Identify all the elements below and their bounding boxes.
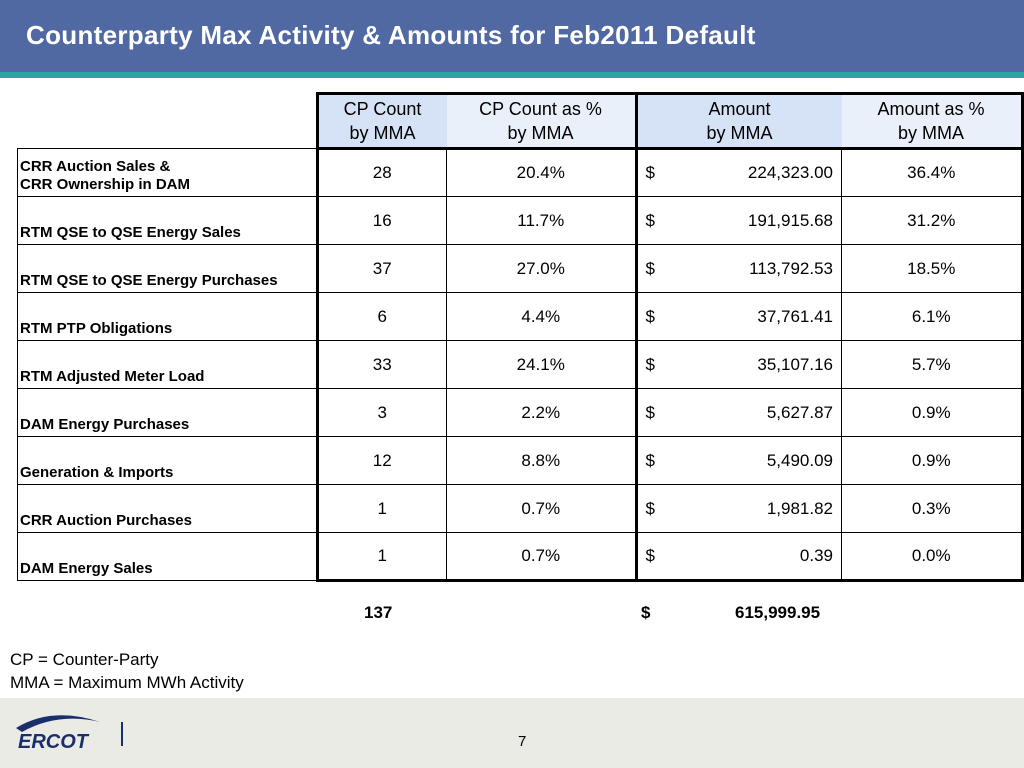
title-accent-stripe (0, 72, 1024, 78)
row-label: RTM Adjusted Meter Load (17, 340, 317, 389)
total-amount: 615,999.95 (735, 603, 821, 622)
row-label: Generation & Imports (17, 436, 317, 485)
row-currency: $ (645, 163, 655, 182)
row-amount-pct: 6.1% (841, 292, 1024, 341)
row-cp-count: 12 (315, 436, 447, 485)
header-blank-cell (18, 94, 318, 149)
row-currency: $ (645, 402, 655, 422)
title-bar: Counterparty Max Activity & Amounts for … (0, 0, 1024, 72)
row-amount: $5,490.09 (634, 436, 842, 485)
row-currency: $ (645, 450, 655, 470)
row-label: RTM QSE to QSE Energy Sales (17, 196, 317, 245)
row-cp-count-pct: 0.7% (446, 532, 638, 582)
ercot-logo: ERCOT (16, 715, 100, 753)
row-amount-pct: 31.2% (841, 196, 1024, 245)
total-count: 137 (364, 603, 393, 622)
row-currency: $ (645, 546, 655, 565)
row-amount: $0.39 (634, 532, 842, 582)
row-currency: $ (645, 498, 655, 518)
table-row: RTM QSE to QSE Energy Purchases 37 27.0% $1… (17, 244, 1024, 293)
row-label: RTM QSE to QSE Energy Purchases (17, 244, 317, 293)
footnotes: CP = Counter-Party MMA = Maximum MWh Act… (10, 648, 244, 694)
row-cp-count: 33 (315, 340, 447, 389)
row-currency: $ (645, 258, 655, 278)
row-amount-value: 1,981.82 (766, 498, 833, 518)
table-row: RTM Adjusted Meter Load 33 24.1% $35,107.16… (17, 340, 1024, 389)
row-amount: $191,915.68 (634, 196, 842, 245)
table-row: DAM Energy Purchases 3 2.2% $5,627.87 0.9% (17, 388, 1024, 437)
row-label: CRR Auction Sales & CRR Ownership in DAM (17, 148, 317, 197)
row-label: DAM Energy Sales (17, 532, 317, 581)
header-cp-count: CP Count by MMA (315, 92, 447, 149)
row-amount-value: 37,761.41 (757, 306, 833, 326)
row-cp-count-pct: 24.1% (446, 340, 638, 389)
row-cp-count: 37 (315, 244, 447, 293)
row-cp-count: 1 (315, 532, 447, 582)
row-amount-value: 191,915.68 (747, 210, 833, 230)
row-amount: $113,792.53 (634, 244, 842, 293)
row-amount-pct: 36.4% (841, 147, 1024, 197)
table-row: CRR Auction Purchases 1 0.7% $1,981.82 0.3% (17, 484, 1024, 533)
header-row: CP Count by MMA CP Count as % by MMA Amo… (18, 92, 1024, 149)
slide-title: Counterparty Max Activity & Amounts for … (26, 20, 756, 50)
row-amount: $37,761.41 (634, 292, 842, 341)
row-amount: $35,107.16 (634, 340, 842, 389)
footer-bar (0, 698, 1024, 768)
row-amount-value: 0.39 (799, 546, 833, 565)
row-currency: $ (645, 306, 655, 326)
table-row: RTM QSE to QSE Energy Sales 16 11.7% $191,9… (17, 196, 1024, 245)
row-cp-count-pct: 0.7% (446, 484, 638, 533)
row-cp-count: 1 (315, 484, 447, 533)
row-amount: $224,323.00 (634, 147, 842, 197)
row-amount-value: 224,323.00 (747, 163, 833, 182)
row-cp-count: 28 (315, 147, 447, 197)
row-label: RTM PTP Obligations (17, 292, 317, 341)
row-label: DAM Energy Purchases (17, 388, 317, 437)
row-amount-value: 5,490.09 (766, 450, 833, 470)
row-amount-pct: 0.9% (841, 388, 1024, 437)
table-row: CRR Auction Sales & CRR Ownership in DAM… (17, 147, 1024, 197)
row-amount-pct: 18.5% (841, 244, 1024, 293)
row-amount-pct: 0.9% (841, 436, 1024, 485)
row-currency: $ (645, 210, 655, 230)
logo-wordmark: ERCOT (18, 731, 90, 753)
header-cp-count-pct: CP Count as % by MMA (446, 92, 638, 149)
row-cp-count-pct: 4.4% (446, 292, 638, 341)
row-amount: $5,627.87 (634, 388, 842, 437)
footnote-cp: CP = Counter-Party (10, 650, 159, 669)
row-amount: $1,981.82 (634, 484, 842, 533)
header-amount: Amount by MMA (634, 92, 842, 149)
row-label: CRR Auction Purchases (17, 484, 317, 533)
table-row: DAM Energy Sales 1 0.7% $0.39 0.0% (17, 532, 1024, 582)
row-amount-value: 113,792.53 (749, 258, 833, 278)
row-currency: $ (645, 354, 655, 374)
row-amount-value: 35,107.16 (757, 354, 833, 374)
page-number: 7 (518, 733, 527, 750)
row-amount-pct: 0.0% (841, 532, 1024, 582)
row-cp-count-pct: 2.2% (446, 388, 638, 437)
row-cp-count: 16 (315, 196, 447, 245)
header-amount-pct: Amount as % by MMA (841, 92, 1024, 149)
row-amount-value: 5,627.87 (766, 402, 833, 422)
logo-divider (121, 722, 123, 746)
row-cp-count-pct: 8.8% (446, 436, 638, 485)
data-table: CP Count by MMA CP Count as % by MMA Amo… (17, 92, 1024, 582)
table-row: RTM PTP Obligations 6 4.4% $37,761.41 6.1% (17, 292, 1024, 341)
row-cp-count: 3 (315, 388, 447, 437)
total-currency: $ (641, 603, 651, 622)
footnote-mma: MMA = Maximum MWh Activity (10, 673, 244, 692)
row-cp-count: 6 (315, 292, 447, 341)
row-amount-pct: 0.3% (841, 484, 1024, 533)
table-row: Generation & Imports 12 8.8% $5,490.09 0.9% (17, 436, 1024, 485)
row-amount-pct: 5.7% (841, 340, 1024, 389)
row-cp-count-pct: 27.0% (446, 244, 638, 293)
row-cp-count-pct: 11.7% (446, 196, 638, 245)
row-cp-count-pct: 20.4% (446, 147, 638, 197)
